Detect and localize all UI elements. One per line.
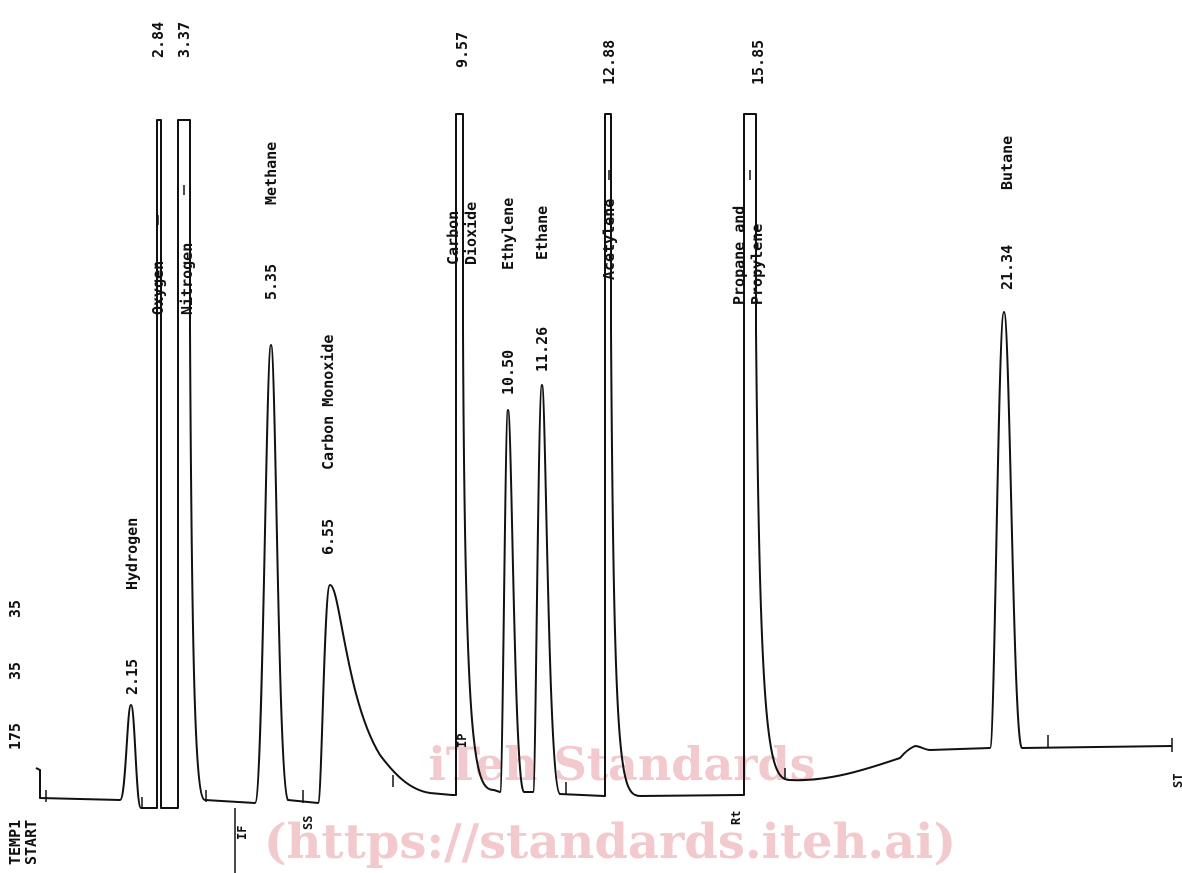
compound-label-carbon-dioxide-line1: Carbon xyxy=(444,211,462,265)
compound-labels: Hydrogen Oxygen Nitrogen Methane Carbon … xyxy=(123,136,1016,590)
rt-label-butane: 21.34 xyxy=(998,245,1016,290)
rt-label-oxygen: 2.84 xyxy=(149,22,167,58)
compound-label-hydrogen: Hydrogen xyxy=(123,518,141,590)
event-mark-ip: IP xyxy=(455,734,469,748)
rt-label-acetylene: 12.88 xyxy=(600,40,618,85)
temp-label: TEMP1 xyxy=(6,820,24,865)
compound-label-oxygen: Oxygen xyxy=(149,261,167,315)
compound-label-propane-line1: Propane and xyxy=(730,206,748,305)
compound-label-carbon-monoxide: Carbon Monoxide xyxy=(319,335,337,470)
compound-label-butane: Butane xyxy=(998,136,1016,190)
rt-label-propane-propylene: 15.85 xyxy=(749,40,767,85)
header-value-1: 175 xyxy=(6,723,24,750)
retention-time-labels: 2.15 2.84 3.37 5.35 6.55 9.57 10.50 11.2… xyxy=(123,22,1016,695)
end-label: ST xyxy=(1171,774,1182,788)
integrator-ticks xyxy=(45,735,1173,873)
event-mark-if: IF xyxy=(235,826,249,840)
rt-label-methane: 5.35 xyxy=(262,264,280,300)
start-label: START xyxy=(22,820,40,865)
label-leader-lines xyxy=(157,170,751,225)
rt-label-carbon-monoxide: 6.55 xyxy=(319,519,337,555)
compound-label-ethylene: Ethylene xyxy=(499,198,517,270)
event-mark-rt: Rt xyxy=(729,811,743,825)
compound-label-nitrogen: Nitrogen xyxy=(178,243,196,315)
compound-label-ethane: Ethane xyxy=(533,206,551,260)
compound-label-propane-line2: Propylene xyxy=(748,224,766,305)
rt-label-hydrogen: 2.15 xyxy=(123,659,141,695)
header-value-2: 35 xyxy=(6,662,24,680)
rt-label-nitrogen: 3.37 xyxy=(175,22,193,58)
chromatogram-trace xyxy=(35,113,1173,809)
watermark-line2: (https://standards.iteh.ai) xyxy=(264,814,956,870)
event-mark-ss: SS xyxy=(301,816,315,830)
compound-label-acetylene: Acetylene xyxy=(600,199,618,280)
rt-label-ethane: 11.26 xyxy=(533,327,551,372)
compound-label-methane: Methane xyxy=(262,142,280,205)
rt-label-carbon-dioxide: 9.57 xyxy=(453,32,471,68)
header-value-3: 35 xyxy=(6,600,24,618)
compound-label-carbon-dioxide-line2: Dioxide xyxy=(462,202,480,265)
rt-label-ethylene: 10.50 xyxy=(499,350,517,395)
